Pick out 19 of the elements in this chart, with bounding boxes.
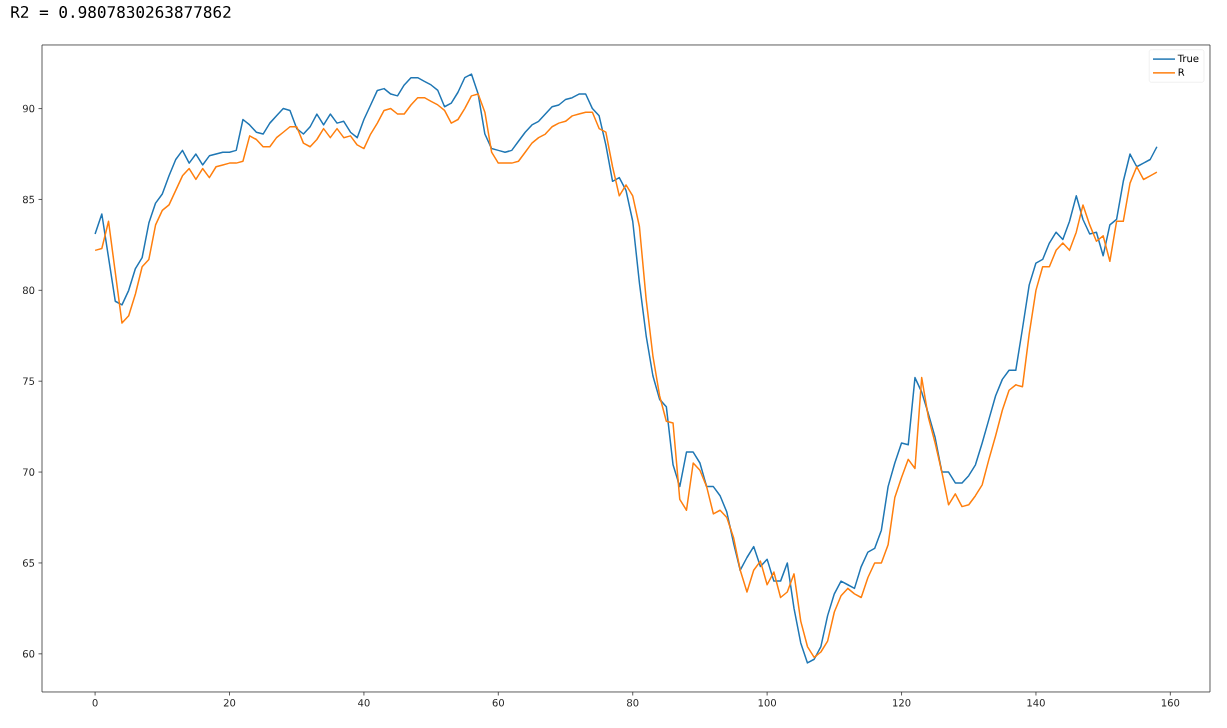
x-tick-label: 100: [758, 699, 777, 707]
x-tick-label: 140: [1027, 699, 1045, 707]
y-tick-label: 60: [22, 650, 35, 658]
y-tick-label: 65: [22, 559, 35, 567]
x-tick-label: 120: [893, 699, 911, 707]
y-tick-label: 80: [22, 286, 35, 295]
x-tick-label: 160: [1161, 699, 1180, 707]
y-tick-label: 70: [23, 468, 35, 476]
x-tick-label: 80: [627, 699, 639, 707]
y-tick-label: 75: [23, 377, 35, 385]
x-tick-label: 60: [492, 699, 505, 707]
y-tick-label: 90: [22, 104, 35, 113]
x-tick-label: 40: [358, 699, 370, 707]
x-tick-label: 20: [223, 699, 236, 707]
y-tick-label: 85: [22, 195, 35, 204]
chart-title: R2 = 0.9807830263877862: [11, 5, 231, 19]
legend-label: R: [1178, 68, 1185, 76]
legend-label: True: [1177, 54, 1199, 63]
x-tick-label: 0: [92, 699, 98, 707]
